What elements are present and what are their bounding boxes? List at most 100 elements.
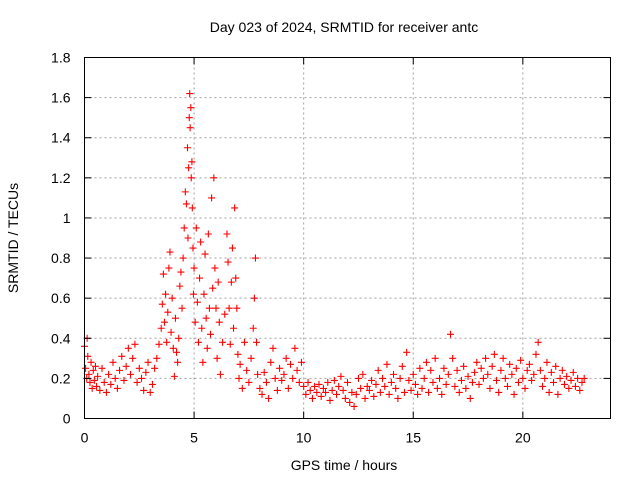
data-point: [247, 354, 255, 362]
data-point: [429, 378, 437, 386]
data-point: [499, 354, 507, 362]
data-point: [174, 358, 182, 366]
data-point: [240, 338, 248, 346]
data-point: [176, 282, 184, 290]
data-point: [184, 234, 192, 242]
data-point: [111, 374, 119, 382]
data-point: [528, 376, 536, 384]
data-point: [135, 364, 143, 372]
data-point: [462, 384, 470, 392]
data-point: [328, 386, 336, 394]
data-point: [392, 384, 400, 392]
data-point: [269, 344, 277, 352]
data-point: [225, 304, 233, 312]
data-point: [178, 304, 186, 312]
data-point: [234, 350, 242, 358]
data-point: [187, 104, 195, 112]
data-point: [137, 374, 145, 382]
plot-frame: [84, 57, 611, 419]
data-point: [160, 318, 168, 326]
data-point: [118, 352, 126, 360]
data-point: [228, 244, 236, 252]
data-point: [311, 382, 319, 390]
data-point: [571, 382, 579, 390]
data-point: [363, 382, 371, 390]
data-point: [82, 364, 90, 372]
data-point: [200, 290, 208, 298]
data-point: [422, 358, 430, 366]
data-point: [295, 378, 303, 386]
data-point: [440, 364, 448, 372]
data-point: [455, 388, 463, 396]
y-axis-title: SRMTID / TECUs: [5, 183, 21, 293]
data-point: [289, 374, 297, 382]
data-point: [403, 348, 411, 356]
data-point: [188, 158, 196, 166]
y-tick-label: 0: [63, 411, 71, 427]
data-point: [484, 370, 492, 378]
x-tick-label: 15: [405, 430, 421, 446]
data-point: [477, 364, 485, 372]
data-point: [560, 380, 568, 388]
data-point: [396, 374, 404, 382]
data-point: [385, 390, 393, 398]
data-point: [116, 366, 124, 374]
data-point: [85, 370, 93, 378]
data-point: [324, 378, 332, 386]
data-point: [196, 274, 204, 282]
data-point: [519, 374, 527, 382]
y-tick-label: 0.4: [51, 330, 71, 346]
data-point: [243, 366, 251, 374]
data-point: [180, 224, 188, 232]
data-point: [199, 358, 207, 366]
data-point: [453, 366, 461, 374]
data-point: [508, 370, 516, 378]
data-point: [185, 164, 193, 172]
data-point: [365, 386, 373, 394]
data-point: [171, 314, 179, 322]
data-point: [201, 250, 209, 258]
data-point: [425, 388, 433, 396]
data-point: [96, 386, 104, 394]
axis-ticks: [84, 57, 611, 419]
data-point: [304, 378, 312, 386]
data-point: [473, 358, 481, 366]
x-tick-label: 5: [190, 430, 198, 446]
data-point: [374, 366, 382, 374]
data-point: [554, 390, 562, 398]
data-point: [514, 378, 522, 386]
grid: [84, 57, 611, 419]
data-point: [418, 384, 426, 392]
data-point: [253, 338, 261, 346]
data-point: [173, 348, 181, 356]
data-point: [381, 382, 389, 390]
data-point: [168, 294, 176, 302]
data-point: [390, 370, 398, 378]
data-point: [258, 390, 266, 398]
data-point: [157, 324, 165, 332]
data-point: [203, 344, 211, 352]
data-point: [207, 330, 215, 338]
data-point: [293, 366, 301, 374]
data-point: [214, 278, 222, 286]
data-point: [357, 384, 365, 392]
data-point: [224, 258, 232, 266]
data-point: [249, 324, 257, 332]
data-point: [86, 378, 94, 386]
data-point: [495, 388, 503, 396]
data-point: [407, 386, 415, 394]
x-tick-label: 0: [81, 430, 89, 446]
data-point: [567, 376, 575, 384]
x-tick-labels: 0 5 10 15 20: [81, 430, 531, 446]
data-point: [233, 304, 241, 312]
data-point: [315, 380, 323, 388]
data-point: [284, 384, 292, 392]
data-point: [510, 390, 518, 398]
data-point: [471, 368, 479, 376]
data-point: [260, 368, 268, 376]
y-tick-label: 1.2: [51, 170, 71, 186]
data-point: [90, 376, 98, 384]
data-point: [457, 376, 465, 384]
data-point: [306, 386, 314, 394]
